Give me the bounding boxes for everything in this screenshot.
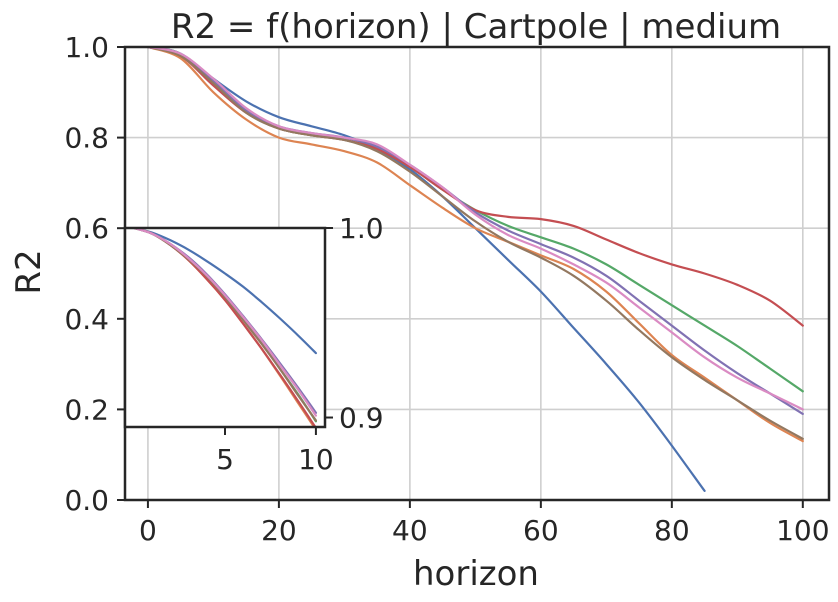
y-tick-label: 0.0 — [64, 484, 109, 517]
main-series-line-brown — [146, 47, 804, 440]
x-tick-label: 20 — [261, 514, 297, 547]
inset-ticks: 5 100.9 1.0 — [216, 212, 383, 476]
main-series-line-orange — [146, 47, 804, 443]
x-tick-label: 40 — [392, 514, 428, 547]
inset-y-tick-label: 0.9 — [339, 402, 384, 435]
chart-title: R2 = f(horizon) | Cartpole | medium — [171, 7, 781, 47]
inset-x-tick-label: 5 — [216, 443, 234, 476]
main-ticks: 0 20 40 60 80 100 0.0 0.2 0.4 0.6 0.8 1.0 — [64, 31, 829, 547]
y-tick-label: 0.4 — [64, 303, 109, 336]
inset-x-tick-label: 10 — [298, 443, 334, 476]
inset-y-tick-label: 1.0 — [339, 212, 384, 245]
main-series-line-blue — [146, 47, 706, 492]
main-series-line-pink — [146, 47, 804, 411]
inset-series-group — [133, 228, 317, 427]
x-tick-label: 100 — [776, 514, 829, 547]
inset-series-line-pink — [133, 228, 317, 417]
inset-chart: 5 100.9 1.0 — [123, 212, 384, 476]
y-tick-label: 1.0 — [64, 31, 109, 64]
y-tick-label: 0.8 — [64, 122, 109, 155]
main-series-group — [146, 47, 804, 492]
main-series-line-purple — [146, 47, 804, 415]
x-axis-label: horizon — [413, 554, 539, 594]
y-tick-label: 0.2 — [64, 393, 109, 426]
x-tick-label: 0 — [139, 514, 157, 547]
x-tick-label: 60 — [523, 514, 559, 547]
y-tick-label: 0.6 — [64, 212, 109, 245]
inset-series-line-blue — [133, 228, 317, 355]
x-tick-label: 80 — [654, 514, 690, 547]
y-axis-label: R2 — [9, 249, 49, 294]
